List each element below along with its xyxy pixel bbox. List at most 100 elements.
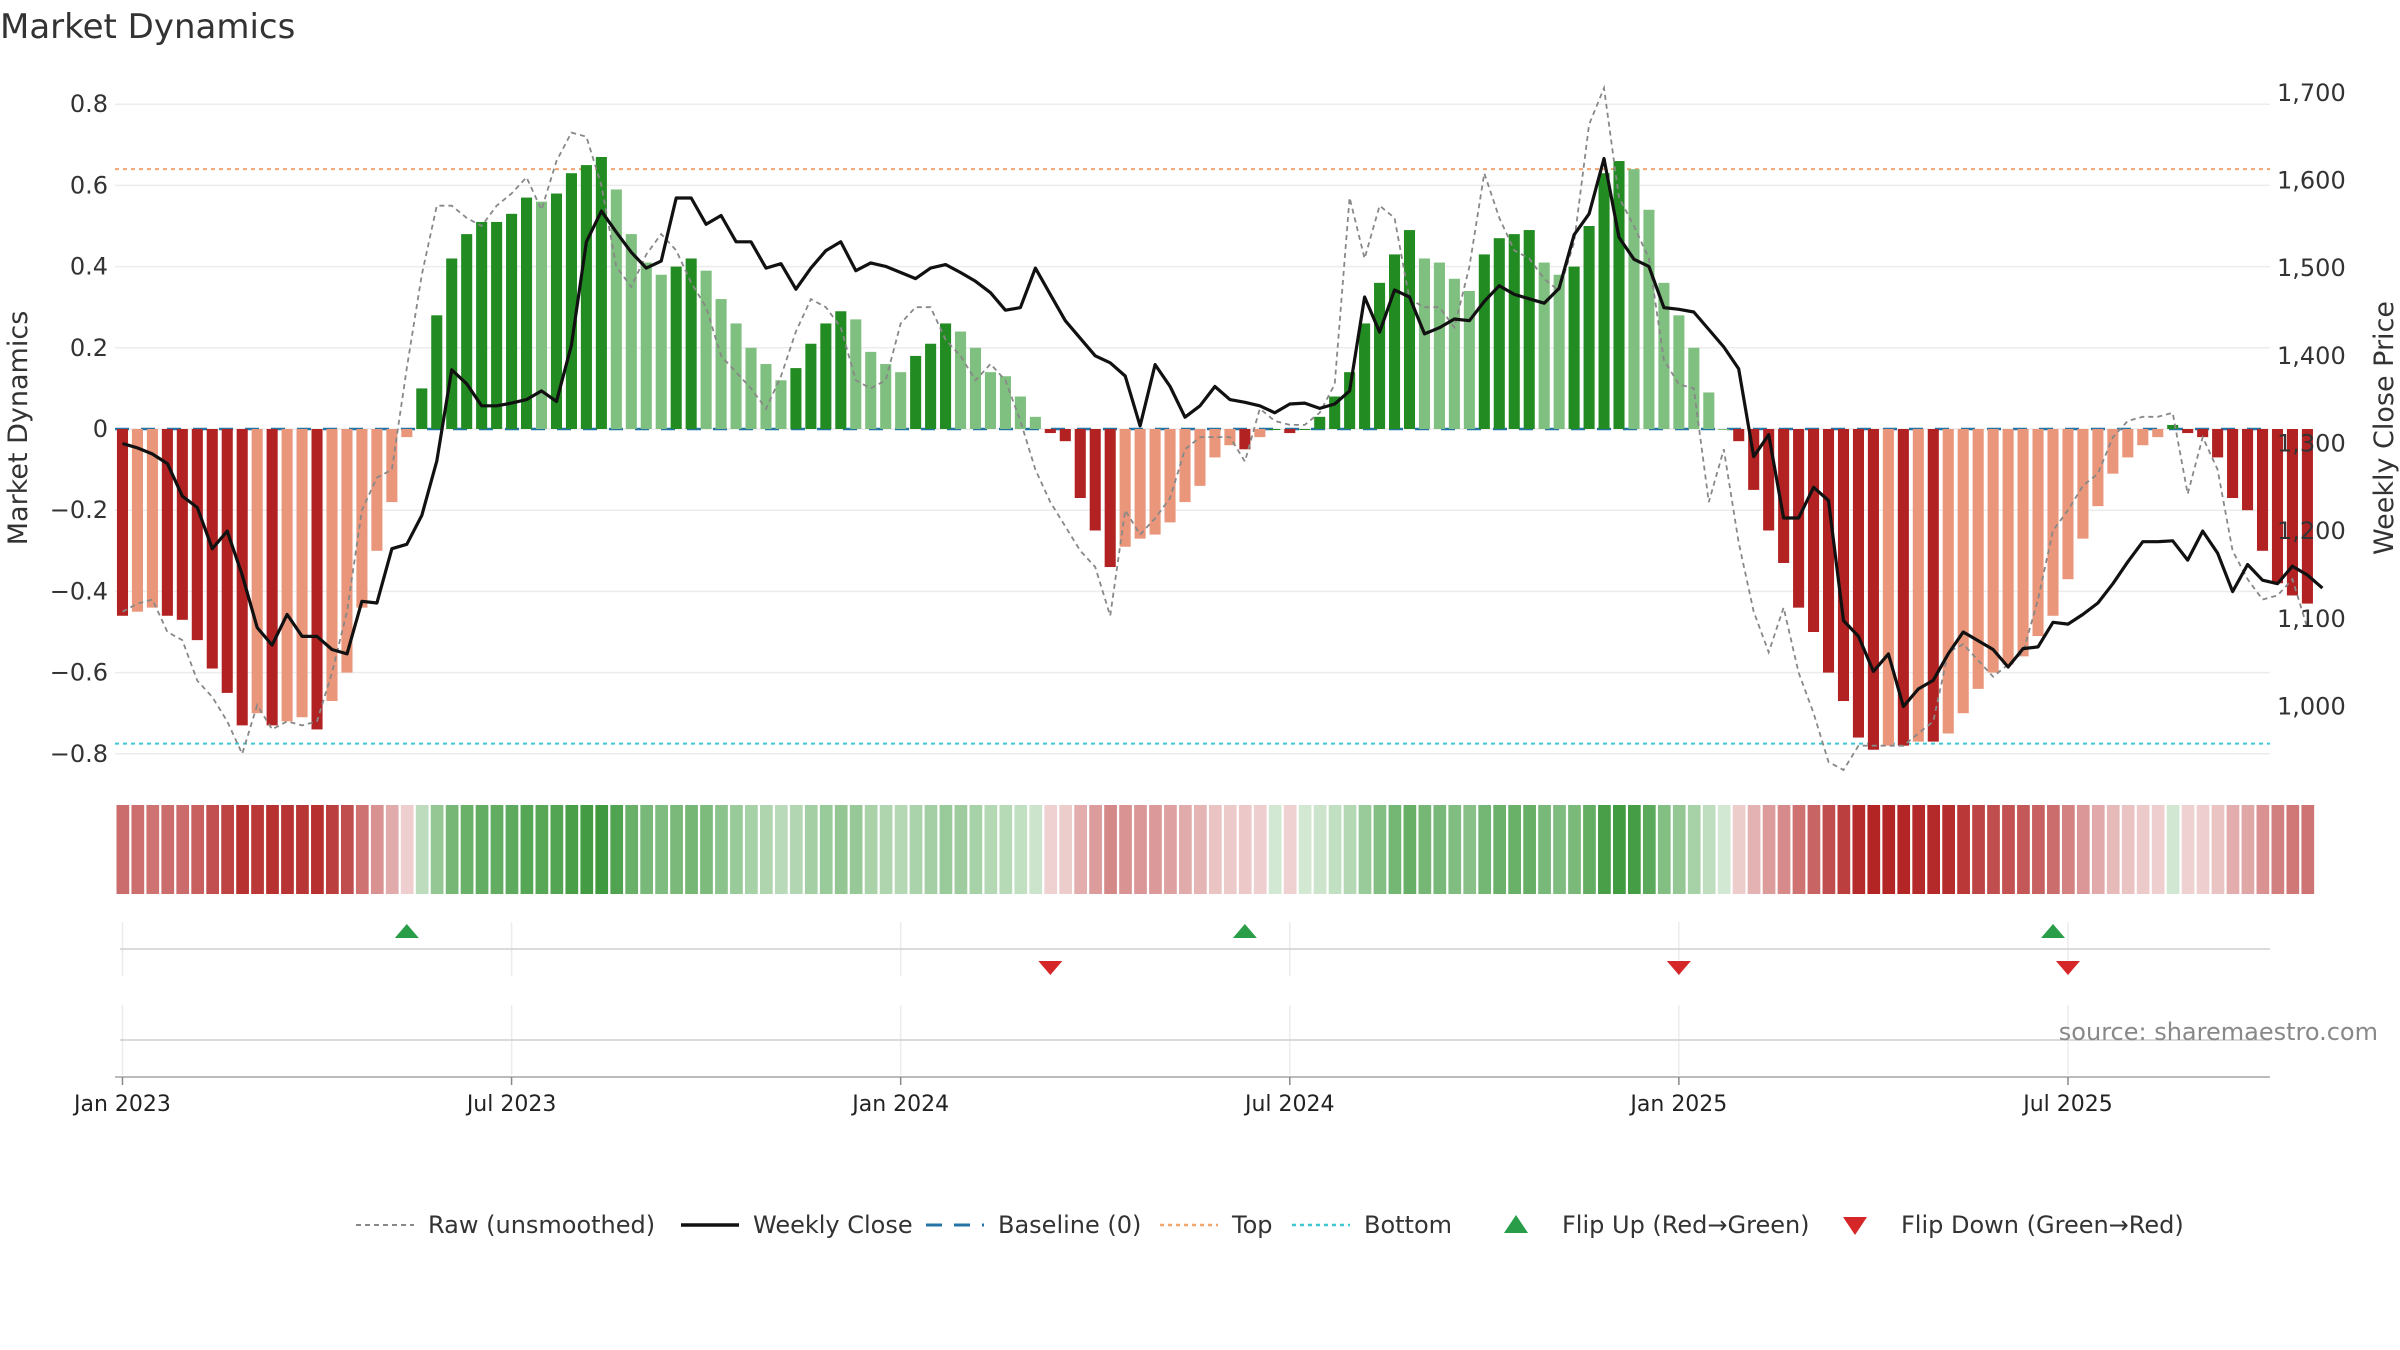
heat-cell xyxy=(640,805,654,894)
momentum-bar xyxy=(1613,161,1625,430)
heat-cell xyxy=(700,805,713,894)
heat-cell xyxy=(2017,805,2030,894)
momentum-bar xyxy=(2122,429,2134,458)
momentum-bar xyxy=(1374,282,1386,429)
heat-cell xyxy=(625,805,639,894)
left-tick-label: −0.6 xyxy=(50,659,108,687)
momentum-bar xyxy=(2242,429,2254,511)
right-tick-label: 1,400 xyxy=(2277,342,2346,370)
momentum-bar xyxy=(1912,429,1924,742)
momentum-bar xyxy=(506,213,518,429)
momentum-bar xyxy=(2077,429,2089,539)
heat-cell xyxy=(954,805,968,894)
left-tick-label: 0.2 xyxy=(70,334,108,362)
legend: Raw (unsmoothed) Weekly Close Baseline (0)… xyxy=(356,1211,2184,1239)
heat-cell xyxy=(2032,805,2045,894)
heat-cell xyxy=(1523,805,1536,894)
left-tick-label: 0.6 xyxy=(70,171,108,199)
heat-cell xyxy=(984,805,998,894)
momentum-bar xyxy=(116,429,129,616)
momentum-bar xyxy=(850,319,862,429)
momentum-bar xyxy=(1568,266,1580,429)
momentum-bar xyxy=(955,331,967,429)
momentum-bar xyxy=(446,258,458,429)
heat-cell xyxy=(1119,805,1132,894)
heat-cell xyxy=(1747,805,1761,894)
flip-up-marker xyxy=(1232,924,1257,938)
legend-item: Flip Up (Red→Green) xyxy=(1504,1211,1810,1239)
momentum-bar xyxy=(1433,262,1445,429)
momentum-bar xyxy=(1897,429,1909,746)
momentum-bar xyxy=(311,429,323,730)
momentum-bar xyxy=(1284,429,1296,434)
momentum-bar xyxy=(2047,429,2059,616)
legend-label: Top xyxy=(1231,1211,1273,1239)
momentum-bar xyxy=(2167,424,2179,429)
momentum-bar xyxy=(1478,254,1490,429)
heat-cell xyxy=(1672,805,1686,894)
heat-cell xyxy=(1942,805,1955,894)
heat-cell xyxy=(116,805,130,894)
heat-cell xyxy=(909,805,923,894)
heat-cell xyxy=(400,805,414,894)
momentum-bar xyxy=(1942,429,1954,734)
heat-cell xyxy=(1732,805,1746,894)
momentum-bar xyxy=(925,343,937,429)
momentum-bar xyxy=(865,351,877,429)
left-tick-label: 0.8 xyxy=(70,90,108,118)
heat-cell xyxy=(1852,805,1866,894)
date-axis-panel: Jan 2023 Jul 2023 Jan 2024 Jul 2024 Jan 2025… xyxy=(72,1005,2270,1117)
momentum-bar xyxy=(1418,258,1430,429)
heat-cell xyxy=(2166,805,2180,894)
heat-cell xyxy=(1972,805,1985,894)
momentum-bar xyxy=(1388,254,1401,429)
right-axis-ticks: 1,700 1,600 1,500 1,400 1,300 1,200 1,100 1,000 xyxy=(2277,79,2346,721)
momentum-bar xyxy=(2032,429,2044,637)
heat-cell xyxy=(1298,805,1312,894)
heat-cell xyxy=(745,805,758,894)
heat-cell xyxy=(370,805,384,894)
momentum-bar xyxy=(1194,429,1206,486)
heat-cell xyxy=(2211,805,2225,894)
heat-cell xyxy=(804,805,818,894)
heat-cell xyxy=(1702,805,1716,894)
momentum-bar xyxy=(1329,396,1341,429)
heat-cell xyxy=(131,805,145,894)
heat-cell xyxy=(2106,805,2120,894)
heat-cell xyxy=(296,805,309,894)
heat-cell xyxy=(2076,805,2090,894)
momentum-bar xyxy=(131,429,143,612)
right-axis-label: Weekly Close Price xyxy=(2369,301,2400,555)
momentum-bar xyxy=(2197,429,2209,438)
momentum-bar xyxy=(1643,209,1655,429)
momentum-bar xyxy=(1882,429,1894,746)
heat-cell xyxy=(655,805,668,894)
momentum-bar xyxy=(2152,429,2164,438)
momentum-bar xyxy=(1448,278,1460,429)
momentum-bar xyxy=(1598,173,1610,429)
legend-label: Flip Down (Green→Red) xyxy=(1901,1211,2184,1239)
momentum-bar xyxy=(1239,429,1251,450)
heat-cell xyxy=(1553,805,1566,894)
heat-cell xyxy=(1238,805,1252,894)
heat-cell xyxy=(1044,805,1058,894)
right-tick-label: 1,500 xyxy=(2277,254,2346,282)
heat-cell xyxy=(610,805,624,894)
heat-cell xyxy=(1687,805,1701,894)
momentum-bar xyxy=(1314,416,1326,429)
heat-cell xyxy=(1957,805,1970,894)
flip-down-marker xyxy=(1666,961,1691,975)
heat-cell xyxy=(2301,805,2315,894)
momentum-bar xyxy=(625,234,637,429)
heat-cell xyxy=(2226,805,2240,894)
heat-cell xyxy=(939,805,953,894)
momentum-bar xyxy=(1972,429,1984,689)
heat-cell xyxy=(146,805,160,894)
momentum-bar xyxy=(416,388,428,429)
heat-cell xyxy=(1987,805,2000,894)
heat-cell xyxy=(1882,805,1896,894)
heat-cell xyxy=(1134,805,1147,894)
momentum-bar xyxy=(1523,230,1535,429)
momentum-bar xyxy=(476,221,488,429)
